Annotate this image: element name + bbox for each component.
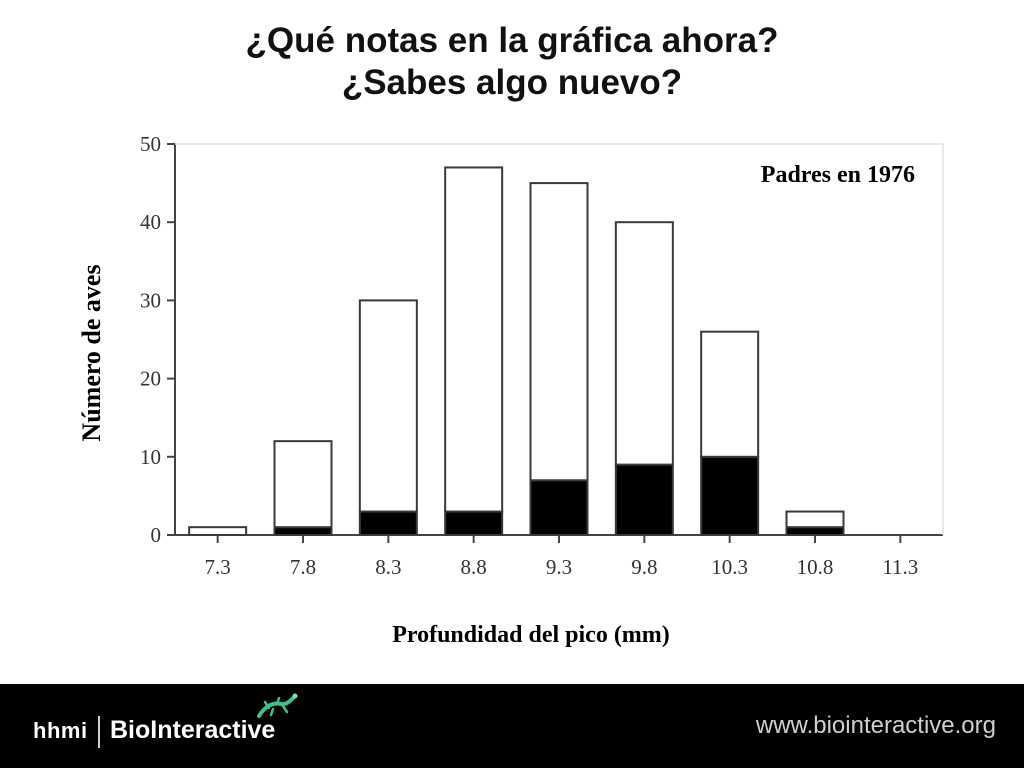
- slide-title: ¿Qué notas en la gráfica ahora? ¿Sabes a…: [0, 20, 1024, 104]
- x-tick-label: 11.3: [882, 555, 918, 579]
- x-tick-label: 7.3: [205, 555, 231, 579]
- x-tick-label: 8.3: [375, 555, 401, 579]
- bar-segment-dark: [700, 455, 760, 536]
- bar-segment-dark: [785, 526, 845, 536]
- y-tick-label: 10: [140, 445, 161, 469]
- lizard-icon: [257, 693, 298, 718]
- y-tick-label: 40: [140, 210, 161, 234]
- y-tick-label: 50: [140, 132, 161, 156]
- bar-segment-dark: [614, 463, 674, 536]
- bar-segment-dark: [358, 510, 418, 537]
- x-tick-label: 10.3: [711, 555, 748, 579]
- biointeractive-logo-text: BioInteractive: [110, 716, 276, 744]
- title-line-2: ¿Sabes algo nuevo?: [341, 63, 683, 102]
- bar-segment-light: [785, 510, 845, 529]
- histogram-chart: 0 10 20 30 40 50 7.3 7.8 8.3 8.8 9.3 9.8 10.3 10.8 11.…: [77, 132, 944, 648]
- bar-segment-light: [188, 526, 248, 536]
- x-axis-title: Profundidad del pico (mm): [392, 622, 670, 648]
- title-line-1: ¿Qué notas en la gráfica ahora?: [245, 21, 779, 60]
- x-tick-label: 7.8: [290, 555, 316, 579]
- bar-segment-light: [614, 221, 674, 466]
- chart-annotation: Padres en 1976: [761, 162, 915, 188]
- footer-bar: [0, 684, 1024, 768]
- bar-segment-light: [700, 330, 760, 458]
- y-axis-title: Número de aves: [77, 264, 106, 441]
- bar-segment-light: [273, 440, 333, 529]
- hhmi-logo-text: hhmi: [33, 718, 88, 743]
- x-tick-label: 8.8: [461, 555, 487, 579]
- bar-segment-light: [358, 299, 418, 513]
- y-tick-label: 20: [140, 367, 161, 391]
- y-tick-label: 30: [140, 288, 161, 312]
- x-tick-label: 9.8: [631, 555, 657, 579]
- brand-divider: [98, 716, 100, 748]
- bar-segment-dark: [529, 479, 589, 537]
- bar-segment-dark: [273, 526, 333, 536]
- bar-segment-light: [444, 166, 504, 513]
- y-tick-label: 0: [151, 523, 162, 547]
- bar-segment-light: [529, 182, 589, 482]
- x-tick-label: 9.3: [546, 555, 572, 579]
- footer-url: www.biointeractive.org: [755, 712, 996, 739]
- plot-area: 0 10 20 30 40 50 7.3 7.8 8.3 8.8 9.3 9.8 10.3 10.8 11.…: [140, 132, 944, 579]
- x-tick-label: 10.8: [797, 555, 834, 579]
- bar-segment-dark: [444, 510, 504, 537]
